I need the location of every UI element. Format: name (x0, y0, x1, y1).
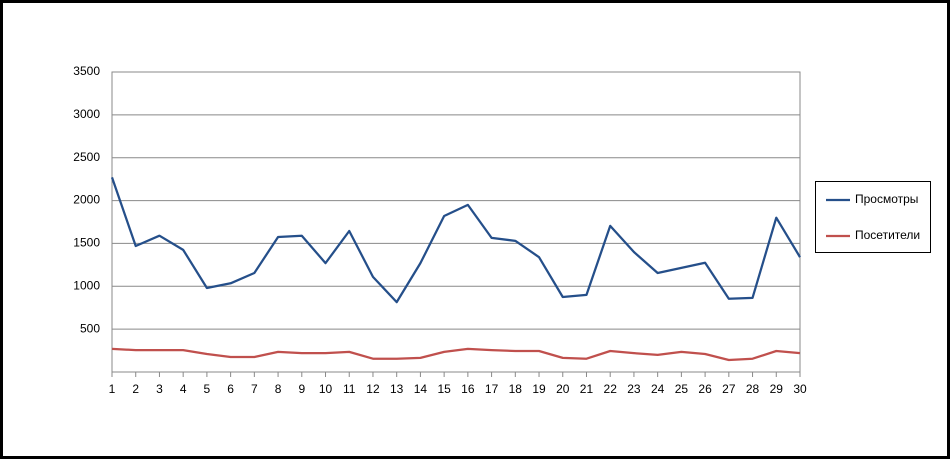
x-tick-label: 9 (298, 382, 305, 396)
x-tick-label: 18 (509, 382, 523, 396)
x-tick-label: 30 (793, 382, 807, 396)
x-tick-label: 12 (366, 382, 380, 396)
y-tick-label: 3000 (73, 107, 100, 121)
x-tick-label: 26 (698, 382, 712, 396)
y-tick-label: 500 (80, 321, 100, 335)
x-tick-label: 4 (180, 382, 187, 396)
legend-box (815, 181, 931, 253)
y-tick-label: 1500 (73, 236, 100, 250)
x-tick-label: 13 (390, 382, 404, 396)
x-tick-label: 29 (770, 382, 784, 396)
y-tick-label: 2000 (73, 193, 100, 207)
x-tick-label: 5 (204, 382, 211, 396)
x-tick-label: 19 (532, 382, 546, 396)
x-tick-label: 7 (251, 382, 258, 396)
legend-label: Посетители (855, 228, 920, 242)
x-tick-label: 21 (580, 382, 594, 396)
series-line (110, 177, 801, 304)
x-tick-label: 22 (604, 382, 618, 396)
x-tick-label: 3 (156, 382, 163, 396)
x-tick-label: 17 (485, 382, 499, 396)
x-tick-label: 11 (343, 382, 356, 396)
y-tick-label: 3500 (73, 64, 100, 78)
x-tick-label: 15 (437, 382, 451, 396)
x-tick-label: 20 (556, 382, 570, 396)
x-tick-label: 23 (627, 382, 641, 396)
x-tick-label: 25 (675, 382, 689, 396)
x-tick-label: 8 (275, 382, 282, 396)
x-tick-label: 1 (109, 382, 116, 396)
x-tick-label: 14 (414, 382, 428, 396)
series-line (111, 347, 801, 362)
y-tick-label: 2500 (73, 150, 100, 164)
x-tick-label: 16 (461, 382, 475, 396)
x-tick-label: 6 (227, 382, 234, 396)
x-tick-label: 28 (746, 382, 760, 396)
x-tick-label: 10 (319, 382, 333, 396)
x-tick-label: 24 (651, 382, 665, 396)
x-tick-label: 27 (722, 382, 736, 396)
legend-label: Просмотры (855, 192, 918, 206)
y-tick-label: 1000 (73, 278, 100, 292)
x-tick-label: 2 (132, 382, 139, 396)
